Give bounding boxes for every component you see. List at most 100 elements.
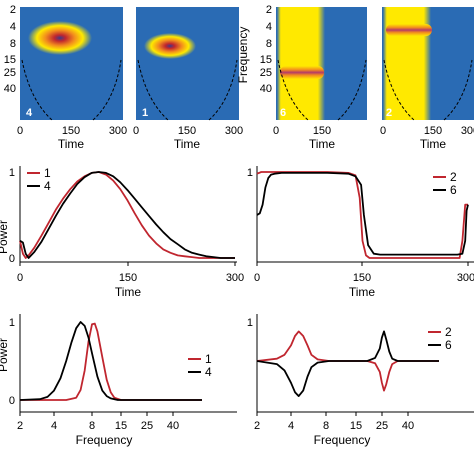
line-chart-frequency-2-6: 1 2 4 8 15 25 40 Frequency 2 6 xyxy=(247,314,474,447)
x-tick-mark xyxy=(19,412,174,416)
line-chart-frequency-1-4: 1 0 Power 2 4 8 15 25 40 Frequency 1 4 xyxy=(0,314,237,447)
series-line-1 xyxy=(19,171,235,259)
plot-area xyxy=(19,171,235,259)
x-tick-mark xyxy=(256,262,469,266)
y-tick-label: 2 xyxy=(10,4,16,16)
x-tick-label: 150 xyxy=(62,125,80,137)
x-tick-label: 15 xyxy=(115,420,127,432)
series-line-6 xyxy=(256,171,469,256)
y-tick-label: 8 xyxy=(266,38,272,50)
heatmap-panel-6: 6 xyxy=(276,7,367,121)
x-tick-label: 150 xyxy=(119,272,137,284)
legend-label-4: 4 xyxy=(44,179,51,193)
heatmap-panel-1: 1 xyxy=(136,7,239,121)
x-tick-label: 4 xyxy=(51,420,57,432)
legend: 1 4 xyxy=(27,166,51,193)
y-tick-label: 1 xyxy=(9,167,15,179)
series-line-4 xyxy=(19,321,202,401)
legend-label-1: 1 xyxy=(205,352,212,366)
legend-label-6: 6 xyxy=(445,338,452,352)
x-tick-label: 40 xyxy=(402,420,414,432)
heatmap-background xyxy=(136,7,239,120)
legend-label-2: 2 xyxy=(445,325,452,339)
panel-label: 1 xyxy=(142,107,148,119)
y-tick-label: 40 xyxy=(4,83,16,95)
x-axis-label: Time xyxy=(420,137,447,151)
legend-label-2: 2 xyxy=(450,170,457,184)
x-tick-label: 8 xyxy=(89,420,95,432)
panel-label: 6 xyxy=(280,107,286,119)
y-axis-label: Power xyxy=(0,338,10,372)
series-line-6 xyxy=(256,330,439,398)
series-line-4 xyxy=(19,171,235,259)
y-tick-label: 0 xyxy=(9,395,15,407)
x-tick-label: 0 xyxy=(17,272,23,284)
x-axis-label: Time xyxy=(309,137,336,151)
x-tick-label: 0 xyxy=(133,125,139,137)
legend: 2 6 xyxy=(428,325,452,352)
y-tick-label: 15 xyxy=(4,54,16,66)
x-tick-label: 150 xyxy=(178,125,196,137)
x-axis-label: Time xyxy=(58,137,85,151)
legend: 1 4 xyxy=(188,352,212,379)
x-axis-label: Frequency xyxy=(314,433,371,447)
y-axis-label: Power xyxy=(0,220,10,254)
x-axis-label: Time xyxy=(115,285,142,299)
cone-of-influence xyxy=(21,59,122,121)
x-tick-label: 2 xyxy=(254,420,260,432)
x-tick-label: 300 xyxy=(109,125,127,137)
x-tick-label: 25 xyxy=(376,420,388,432)
power-stripe xyxy=(280,66,324,79)
heatmap-panel-2: 2 xyxy=(382,7,474,121)
x-tick-label: 300 xyxy=(226,272,244,284)
power-stripe xyxy=(386,24,432,36)
y-tick-label: 15 xyxy=(260,54,272,66)
line-chart-time-2-6: 1 0 150 300 Time 2 6 xyxy=(247,166,474,299)
x-tick-label: 300 xyxy=(461,125,474,137)
x-tick-label: 150 xyxy=(313,125,331,137)
cone-of-influence xyxy=(277,59,367,121)
y-tick-label: 1 xyxy=(247,317,253,329)
plot-area xyxy=(256,330,439,398)
plot-area xyxy=(19,321,202,401)
legend: 2 6 xyxy=(433,170,457,197)
x-axis-label: Time xyxy=(174,137,201,151)
y-tick-label: 1 xyxy=(247,167,253,179)
x-tick-label: 150 xyxy=(424,125,442,137)
x-axis-label: Time xyxy=(349,285,376,299)
x-tick-label: 0 xyxy=(254,272,260,284)
line-chart-time-1-4: 1 0 Power 0 150 300 Time 1 4 xyxy=(0,166,244,299)
power-blob xyxy=(144,33,196,59)
panel-label: 2 xyxy=(386,107,392,119)
x-tick-label: 40 xyxy=(167,420,179,432)
y-tick-label: 4 xyxy=(10,21,16,33)
x-tick-label: 0 xyxy=(380,125,386,137)
y-tick-label: 8 xyxy=(10,38,16,50)
legend-label-4: 4 xyxy=(205,365,212,379)
cone-of-influence xyxy=(383,59,473,121)
series-line-1 xyxy=(20,322,202,401)
y-tick-label: 0 xyxy=(9,253,15,265)
x-axis-label: Frequency xyxy=(76,433,133,447)
x-tick-label: 150 xyxy=(353,272,371,284)
power-band xyxy=(277,7,325,120)
power-blob xyxy=(28,21,92,55)
x-tick-label: 300 xyxy=(225,125,243,137)
y-tick-label: 1 xyxy=(9,317,15,329)
x-tick-label: 0 xyxy=(17,125,23,137)
heatmap-4-y-ticks: 2 4 8 15 25 40 xyxy=(4,4,16,95)
cone-of-influence xyxy=(137,59,238,121)
legend-label-1: 1 xyxy=(44,166,51,180)
y-axis-label: Frequency xyxy=(236,27,250,84)
x-tick-label: 0 xyxy=(273,125,279,137)
x-tick-label: 25 xyxy=(141,420,153,432)
heatmap-6-y-ticks: 2 4 8 15 25 40 xyxy=(260,4,272,95)
legend-label-6: 6 xyxy=(450,183,457,197)
panel-label: 4 xyxy=(26,107,33,119)
x-tick-label: 4 xyxy=(288,420,294,432)
x-tick-mark xyxy=(256,412,409,416)
y-tick-label: 2 xyxy=(266,4,272,16)
heatmap-panel-4: 4 xyxy=(20,7,123,121)
x-tick-label: 15 xyxy=(350,420,362,432)
